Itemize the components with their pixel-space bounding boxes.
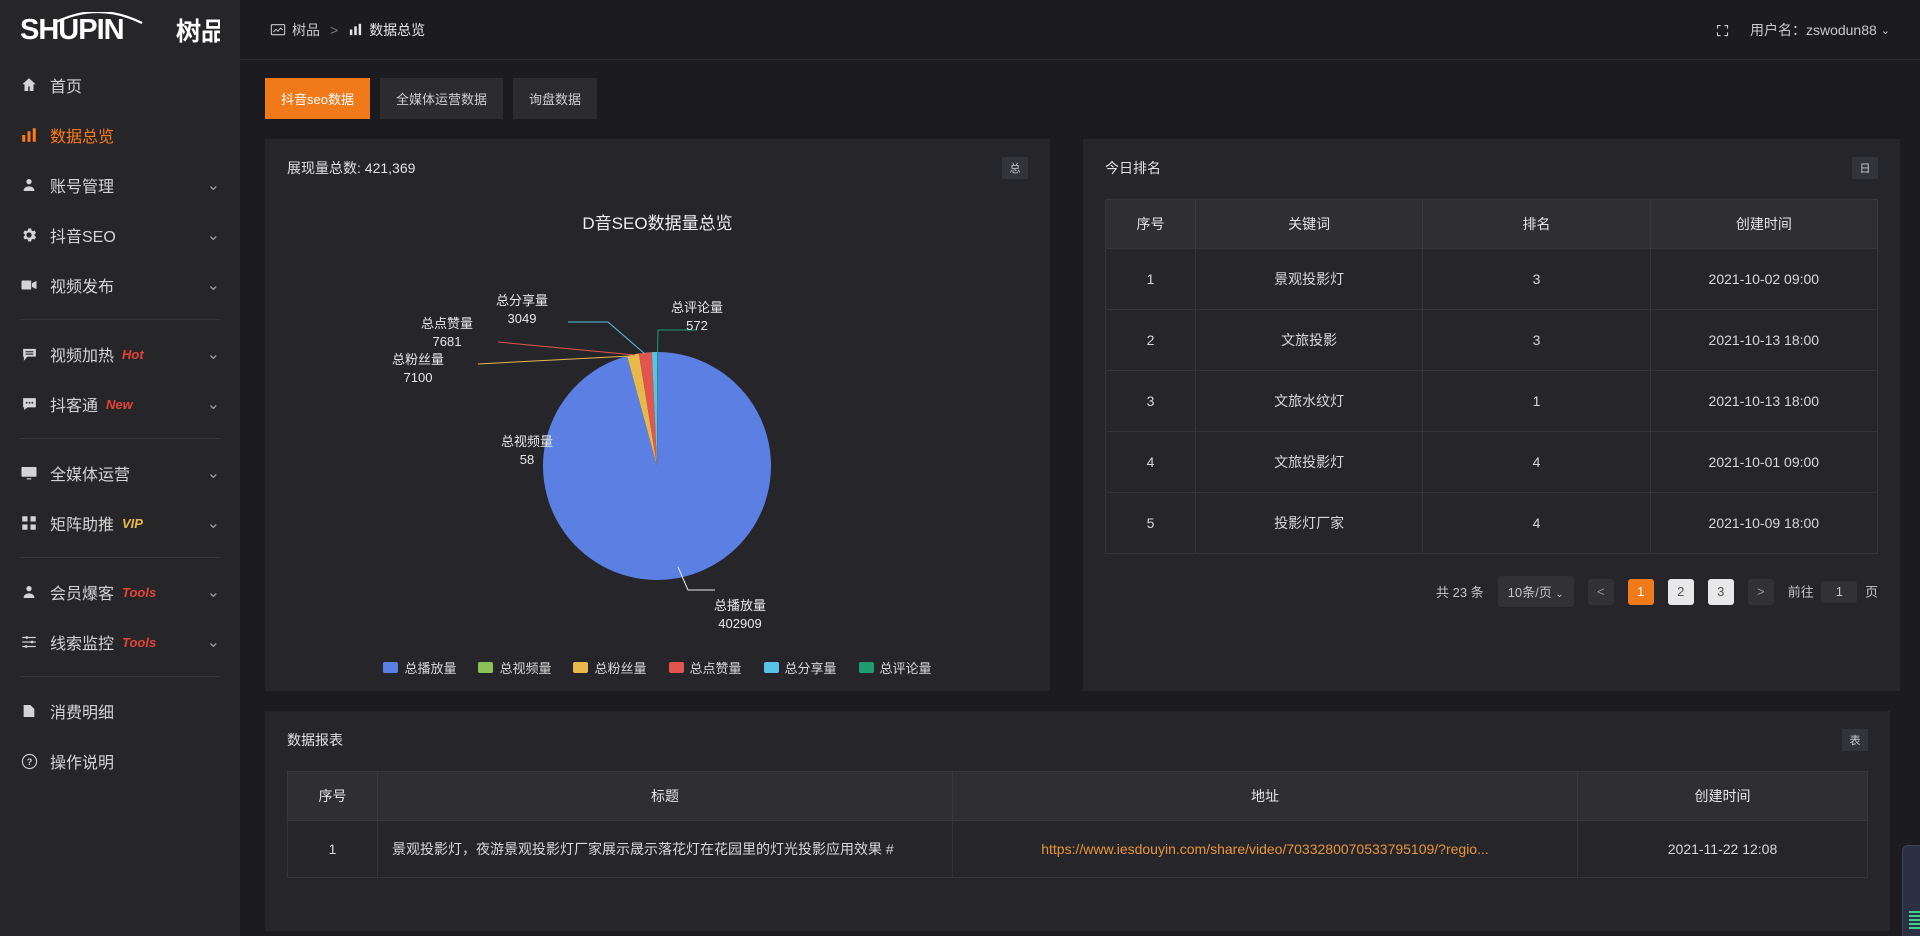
svg-text:3049: 3049 bbox=[508, 311, 537, 326]
svg-text:572: 572 bbox=[686, 318, 708, 333]
svg-text:SHUPIN: SHUPIN bbox=[20, 14, 124, 46]
svg-text:总点赞量: 总点赞量 bbox=[421, 316, 473, 331]
svg-text:?: ? bbox=[26, 757, 32, 767]
svg-text:总分享量: 总分享量 bbox=[496, 293, 548, 308]
svg-text:7100: 7100 bbox=[404, 370, 433, 385]
svg-text:总评论量: 总评论量 bbox=[671, 300, 723, 315]
svg-text:402909: 402909 bbox=[718, 616, 761, 631]
svg-text:总粉丝量: 总粉丝量 bbox=[392, 352, 444, 367]
svg-text:树品: 树品 bbox=[176, 18, 220, 46]
svg-text:58: 58 bbox=[520, 452, 534, 467]
svg-text:总视频量: 总视频量 bbox=[501, 434, 553, 449]
svg-text:7681: 7681 bbox=[433, 334, 462, 349]
svg-text:总播放量: 总播放量 bbox=[714, 598, 766, 613]
